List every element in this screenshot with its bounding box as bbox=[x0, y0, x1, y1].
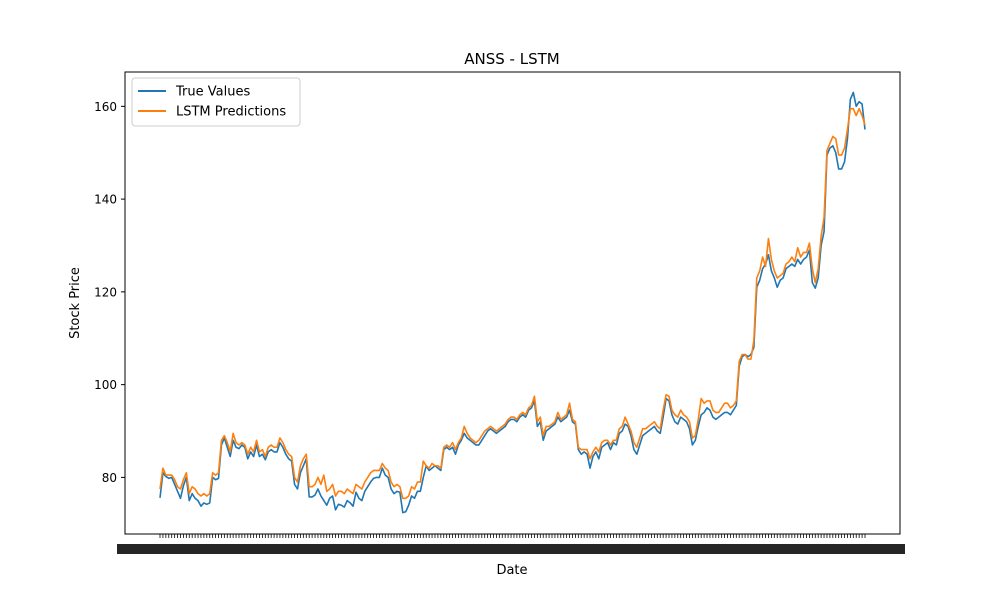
series-line-lstm-predictions bbox=[159, 107, 866, 500]
y-tick-label: 120 bbox=[94, 285, 117, 299]
x-axis-label: Date bbox=[496, 563, 527, 578]
x-tick-labels-overlapping bbox=[117, 544, 905, 554]
series-line-true-values bbox=[159, 91, 866, 514]
chart-title: ANSS - LSTM bbox=[464, 50, 559, 68]
series-layer bbox=[159, 91, 866, 514]
y-tick-label: 140 bbox=[94, 193, 117, 207]
y-tick-label: 160 bbox=[94, 100, 117, 114]
legend-box bbox=[131, 77, 301, 127]
legend-label-lstm-predictions: LSTM Predictions bbox=[176, 105, 286, 120]
y-axis-ticks: 80 100 120 140 160 bbox=[94, 100, 125, 485]
y-axis-label: Stock Price bbox=[68, 267, 83, 339]
plot-frame bbox=[124, 71, 901, 535]
y-tick-label: 80 bbox=[102, 471, 117, 485]
legend: True Values LSTM Predictions bbox=[131, 77, 301, 127]
x-axis-ticks bbox=[117, 534, 905, 554]
y-tick-label: 100 bbox=[94, 378, 117, 392]
plot-area bbox=[124, 71, 901, 535]
legend-label-true-values: True Values bbox=[175, 85, 250, 100]
